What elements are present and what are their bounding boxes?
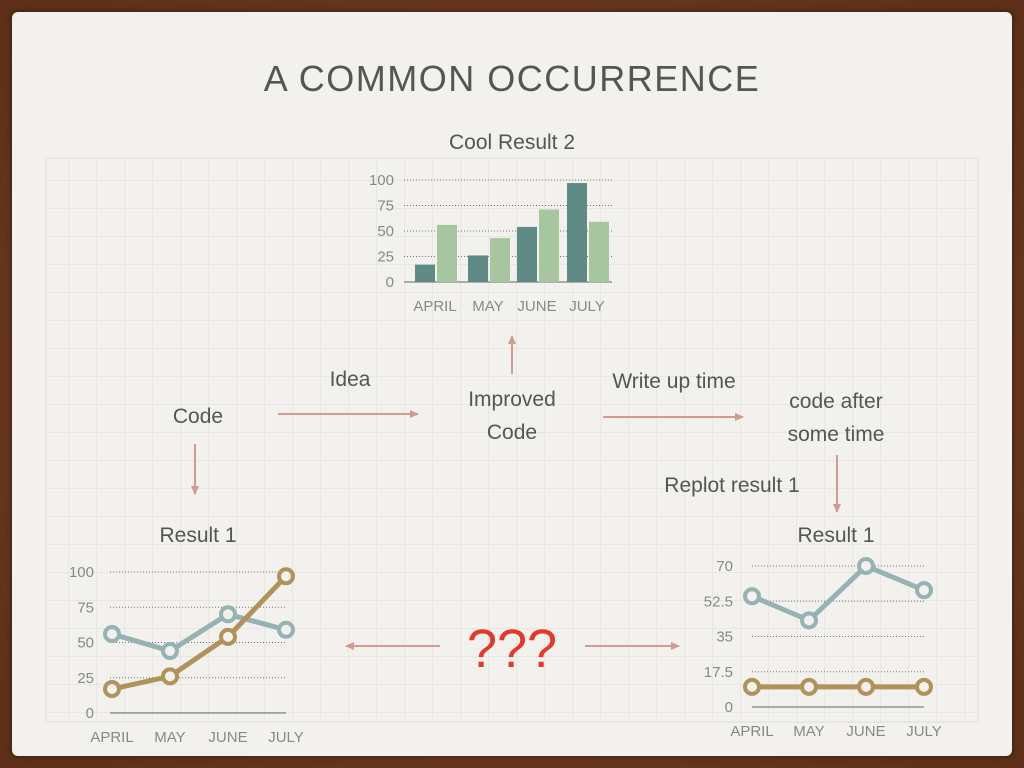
bar — [567, 183, 587, 282]
x-category-label: JUNE — [517, 298, 556, 315]
data-point — [219, 627, 237, 646]
y-tick-label: 0 — [86, 705, 94, 722]
data-point — [277, 567, 295, 586]
node-code-after-line2: some time — [788, 423, 885, 446]
node-code: Code — [173, 405, 223, 428]
question-marks: ??? — [467, 619, 557, 679]
node-idea: Idea — [330, 368, 371, 391]
y-tick-label: 25 — [377, 249, 394, 266]
bar — [468, 255, 488, 282]
x-category-label: JULY — [569, 298, 605, 315]
series-line — [751, 563, 925, 623]
data-point — [161, 667, 179, 686]
y-tick-label: 50 — [377, 223, 394, 240]
x-category-label: JULY — [906, 723, 942, 740]
y-tick-label: 0 — [386, 274, 394, 291]
node-code-after-line1: code after — [789, 390, 882, 413]
chart-result-1-right: Result 1 0 17.5 35 52.5 70 APRIL MAY JUNE JULY — [704, 524, 942, 740]
data-point — [857, 557, 875, 575]
x-category-label: MAY — [154, 729, 185, 746]
bar — [589, 221, 609, 282]
slide: A COMMON OCCURRENCE Code Idea Improved C… — [12, 12, 1012, 756]
x-category-label: APRIL — [730, 723, 773, 740]
data-point — [800, 611, 818, 630]
y-tick-label: 25 — [77, 670, 94, 687]
node-improved-code-line2: Code — [487, 421, 537, 444]
y-tick-label: 75 — [377, 198, 394, 215]
chart-title: Result 1 — [159, 524, 236, 547]
node-improved-code-line1: Improved — [468, 388, 556, 411]
data-point — [103, 680, 121, 699]
y-tick-label: 70 — [716, 558, 733, 575]
x-category-label: JUNE — [846, 723, 885, 740]
series-line — [111, 611, 287, 654]
y-tick-label: 50 — [77, 635, 94, 652]
y-tick-label: 100 — [369, 172, 394, 189]
y-tick-label: 75 — [77, 599, 94, 616]
data-point — [743, 587, 761, 606]
data-point — [800, 677, 818, 696]
x-category-label: MAY — [793, 723, 824, 740]
y-tick-label: 52.5 — [704, 593, 733, 610]
x-category-label: JULY — [268, 729, 304, 746]
data-point — [277, 620, 295, 639]
data-point — [915, 581, 933, 600]
graph-paper-grid — [45, 157, 979, 723]
x-category-label: APRIL — [90, 729, 133, 746]
chart-result-1-left: Result 1 0 25 50 75 100 APRIL MAY JUNE JULY — [69, 524, 304, 746]
data-point — [915, 677, 933, 696]
y-tick-label: 35 — [716, 629, 733, 646]
y-tick-label: 17.5 — [704, 664, 733, 681]
series-line — [111, 574, 288, 692]
x-category-label: JUNE — [208, 729, 247, 746]
slide-canvas: A COMMON OCCURRENCE Code Idea Improved C… — [45, 58, 979, 746]
node-replot-result-1: Replot result 1 — [664, 474, 799, 497]
bar — [490, 238, 510, 282]
slide-title: A COMMON OCCURRENCE — [264, 58, 761, 99]
bar — [539, 209, 559, 282]
bar — [517, 226, 537, 282]
node-write-up-time: Write up time — [612, 370, 735, 393]
bar — [415, 264, 435, 282]
x-category-label: APRIL — [413, 298, 456, 315]
chart-cool-result-2: Cool Result 2 0 25 50 75 100 APRIL MAY JUNE JULY — [369, 131, 612, 315]
x-category-label: MAY — [472, 298, 503, 315]
y-tick-label: 100 — [69, 564, 94, 581]
chart-title: Result 1 — [797, 524, 874, 547]
data-point — [743, 677, 761, 696]
chart-title: Cool Result 2 — [449, 131, 575, 154]
data-point — [219, 605, 237, 624]
data-point — [161, 641, 179, 660]
bar — [437, 224, 457, 282]
data-point — [103, 625, 121, 644]
data-point — [857, 677, 875, 696]
y-tick-label: 0 — [725, 699, 733, 716]
